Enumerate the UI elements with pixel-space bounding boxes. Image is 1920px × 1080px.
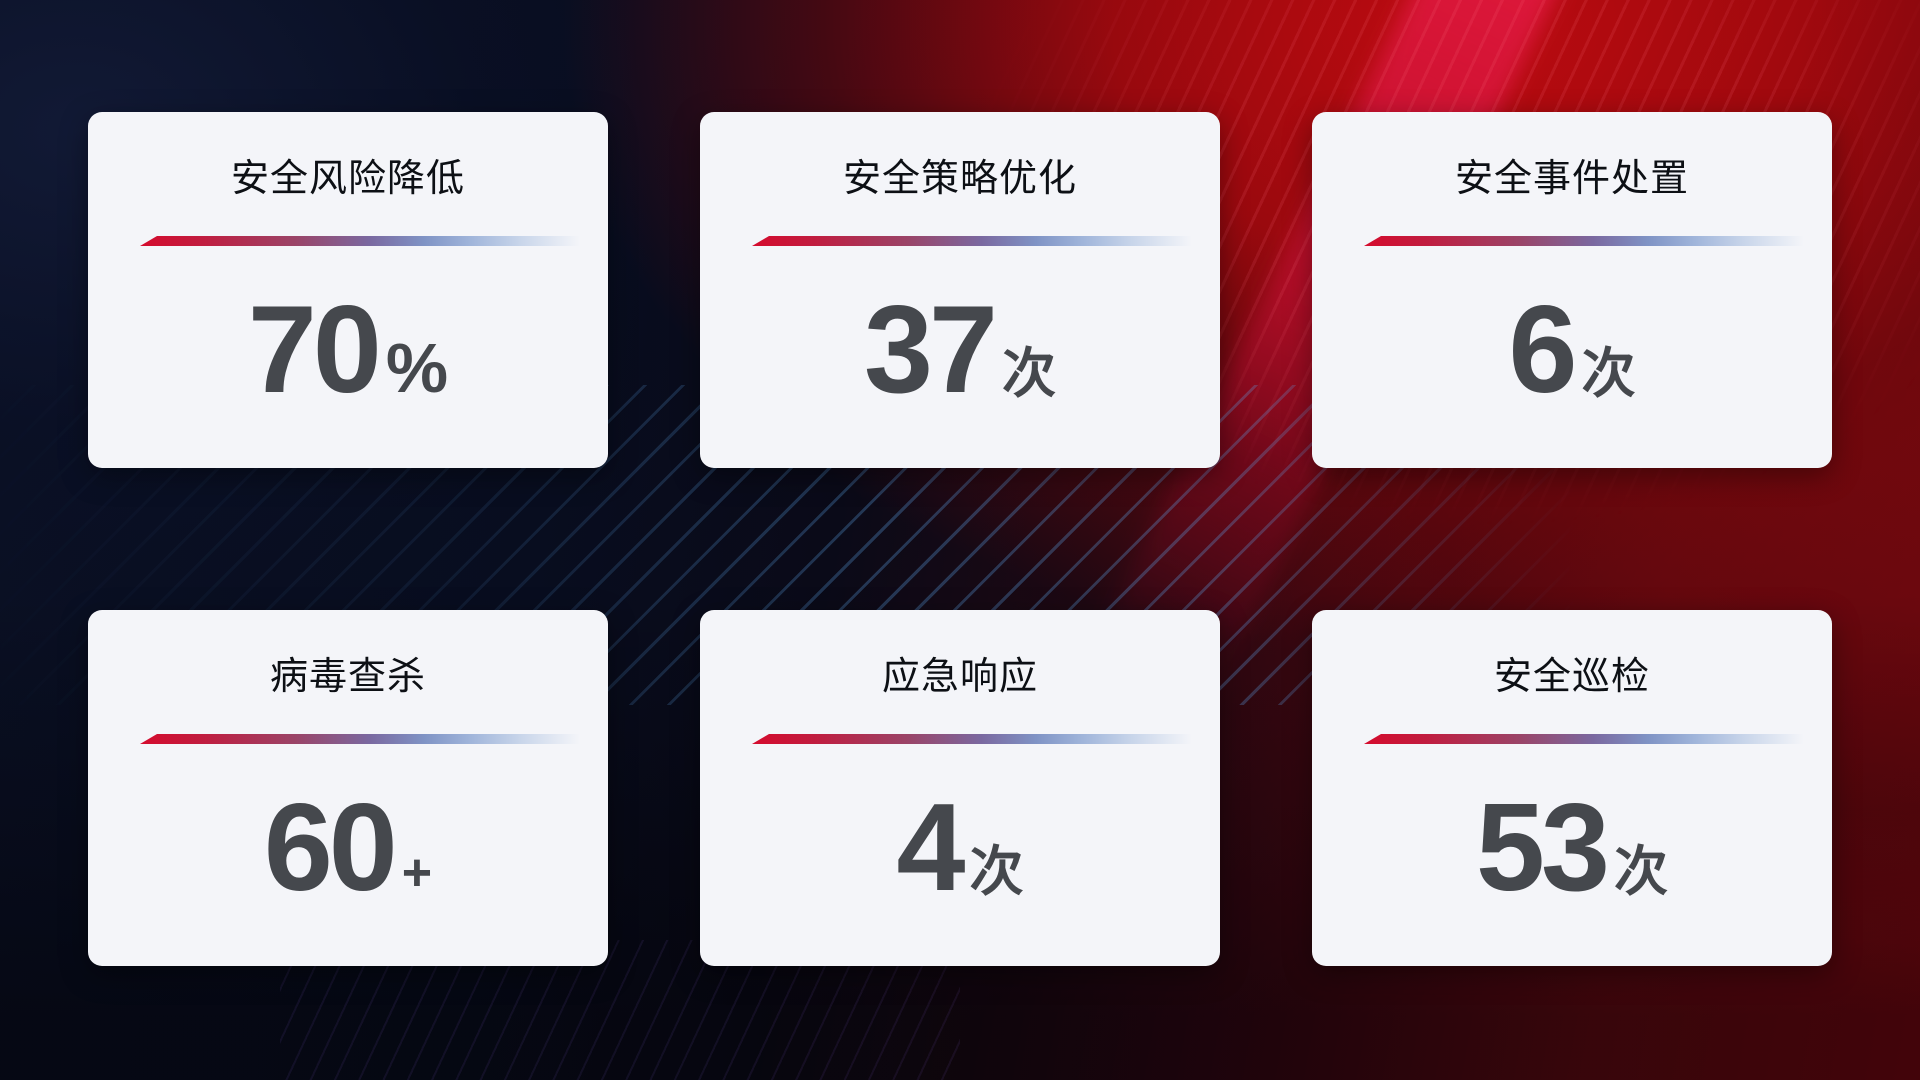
card-title: 安全巡检 — [1493, 656, 1650, 698]
metric-value: 37 — [864, 281, 998, 419]
card-emergency-response: 应急响应 4 次 — [700, 610, 1220, 966]
kpi-cards-grid: 安全风险降低 70 % 安全策略优化 37 次 安全事件处置 6 次 病毒查 — [88, 112, 1832, 966]
card-security-risk-reduction: 安全风险降低 70 % — [88, 112, 608, 468]
card-divider — [140, 236, 598, 246]
metric-value: 53 — [1476, 779, 1610, 917]
metric: 4 次 — [700, 786, 1220, 910]
card-divider — [752, 236, 1210, 246]
card-title: 安全风险降低 — [230, 158, 465, 200]
card-divider — [1364, 236, 1822, 246]
metric-unit: + — [401, 844, 433, 902]
metric-unit: 次 — [1581, 344, 1636, 404]
metric: 53 次 — [1312, 786, 1832, 910]
metric: 60 + — [88, 786, 608, 910]
card-security-incident-handling: 安全事件处置 6 次 — [1312, 112, 1832, 468]
card-divider — [752, 734, 1210, 744]
metric-unit: 次 — [1001, 344, 1056, 404]
card-title: 应急响应 — [881, 656, 1038, 698]
metric-value: 6 — [1508, 281, 1578, 419]
metric-unit: 次 — [1613, 842, 1668, 902]
card-security-inspection: 安全巡检 53 次 — [1312, 610, 1832, 966]
card-title: 安全策略优化 — [842, 158, 1077, 200]
metric-value: 70 — [247, 281, 382, 419]
card-title: 病毒查杀 — [269, 656, 426, 698]
metric-value: 60 — [263, 779, 398, 917]
card-virus-scan: 病毒查杀 60 + — [88, 610, 608, 966]
metric-value: 4 — [896, 779, 966, 917]
card-security-policy-optimization: 安全策略优化 37 次 — [700, 112, 1220, 468]
metric: 70 % — [88, 288, 608, 412]
card-divider — [1364, 734, 1822, 744]
metric-unit: 次 — [969, 842, 1024, 902]
metric: 37 次 — [700, 288, 1220, 412]
metric: 6 次 — [1312, 288, 1832, 412]
card-divider — [140, 734, 598, 744]
metric-unit: % — [385, 329, 449, 407]
card-title: 安全事件处置 — [1454, 158, 1689, 200]
